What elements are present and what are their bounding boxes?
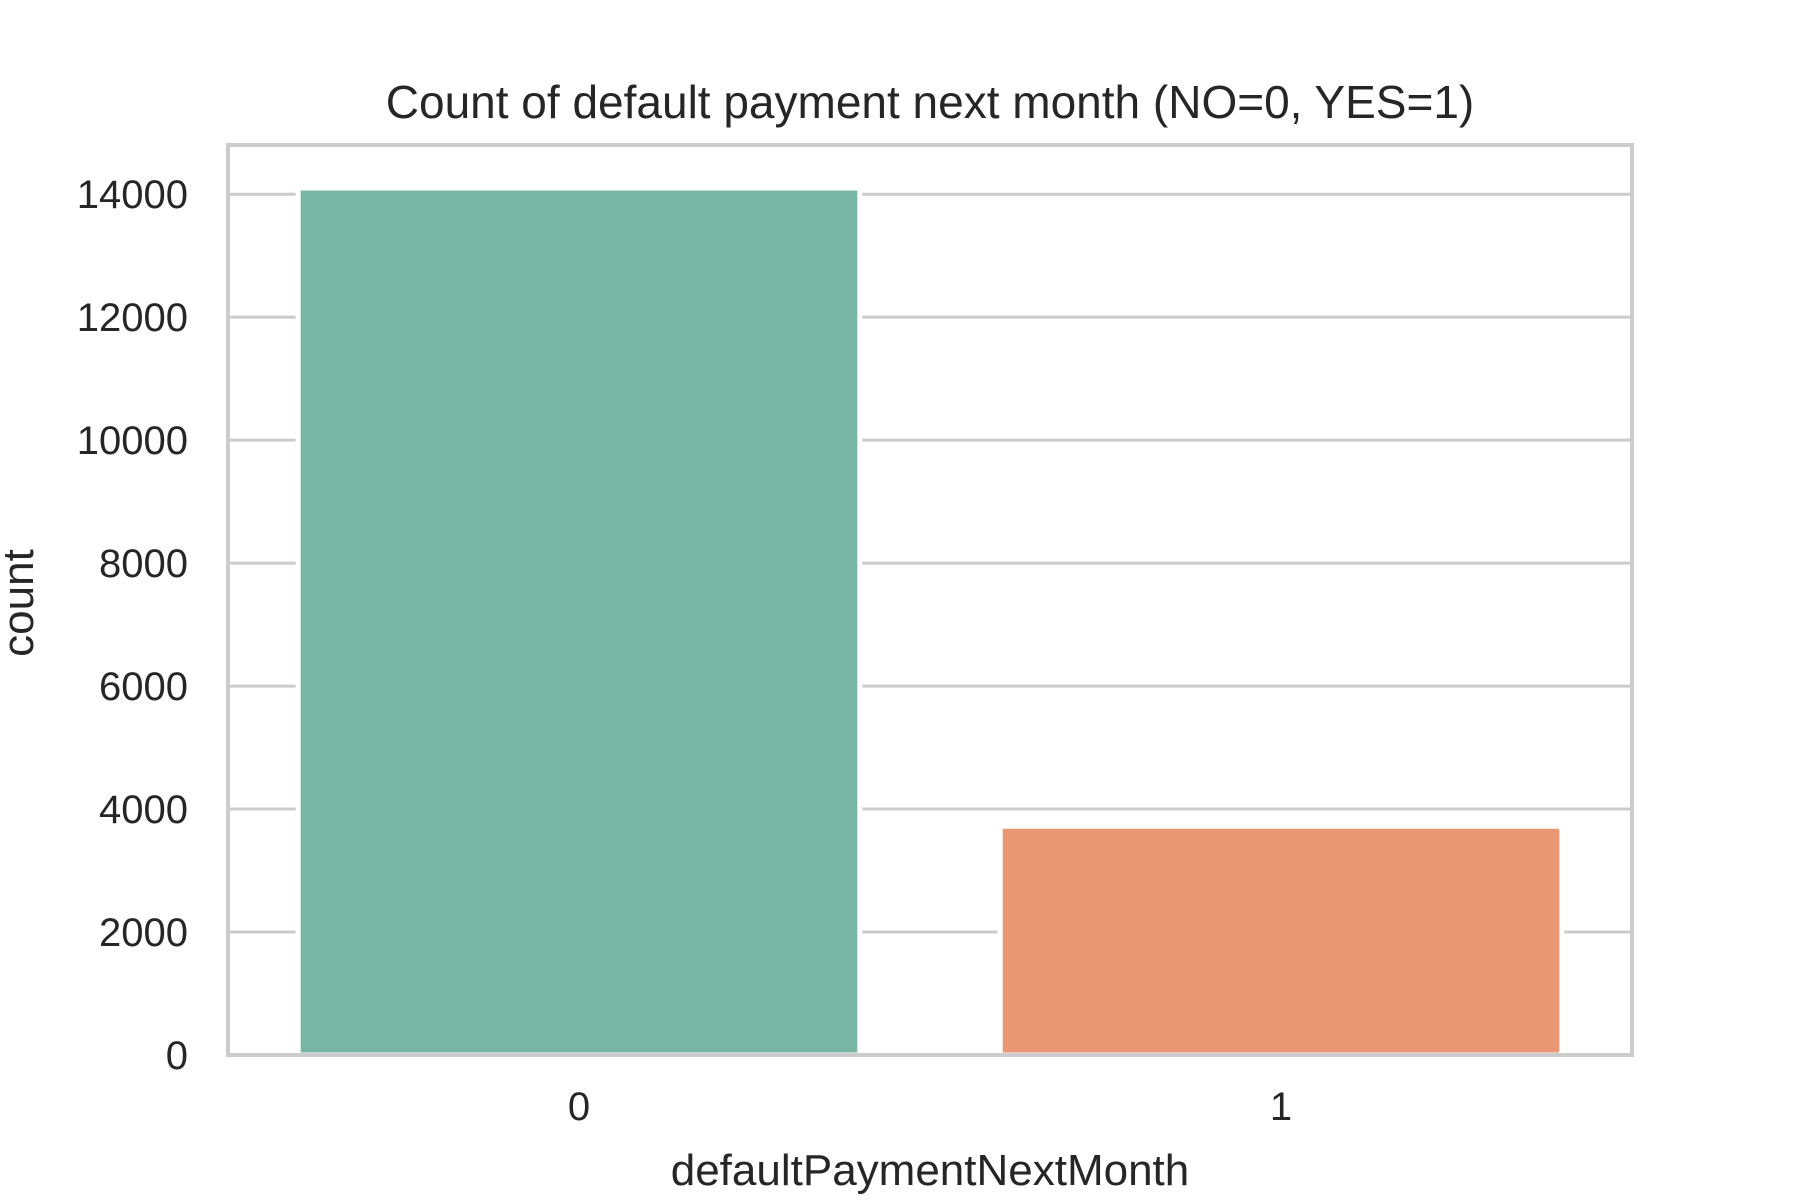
y-tick-label: 8000: [99, 542, 188, 586]
y-axis-label: count: [0, 549, 43, 657]
x-tick-label: 1: [1270, 1085, 1292, 1129]
axes-frame: [226, 143, 1634, 1057]
x-tick-label: 0: [568, 1085, 590, 1129]
y-tick-label: 2000: [99, 911, 188, 955]
chart-title: Count of default payment next month (NO=…: [386, 76, 1474, 128]
plot-border: [226, 143, 1634, 1057]
bars: [295, 185, 1565, 1058]
bar-0: [295, 185, 863, 1058]
y-tick-label: 6000: [99, 665, 188, 709]
y-tick-labels: 0 2000 4000 6000 8000 10000 12000 14000: [77, 173, 188, 1078]
y-tick-label: 4000: [99, 788, 188, 832]
y-tick-label: 10000: [77, 419, 188, 463]
y-tick-label: 0: [166, 1034, 188, 1078]
x-axis-label: defaultPaymentNextMonth: [671, 1146, 1190, 1195]
y-tick-label: 14000: [77, 173, 188, 217]
y-tick-label: 12000: [77, 296, 188, 340]
bar-1: [997, 823, 1565, 1058]
